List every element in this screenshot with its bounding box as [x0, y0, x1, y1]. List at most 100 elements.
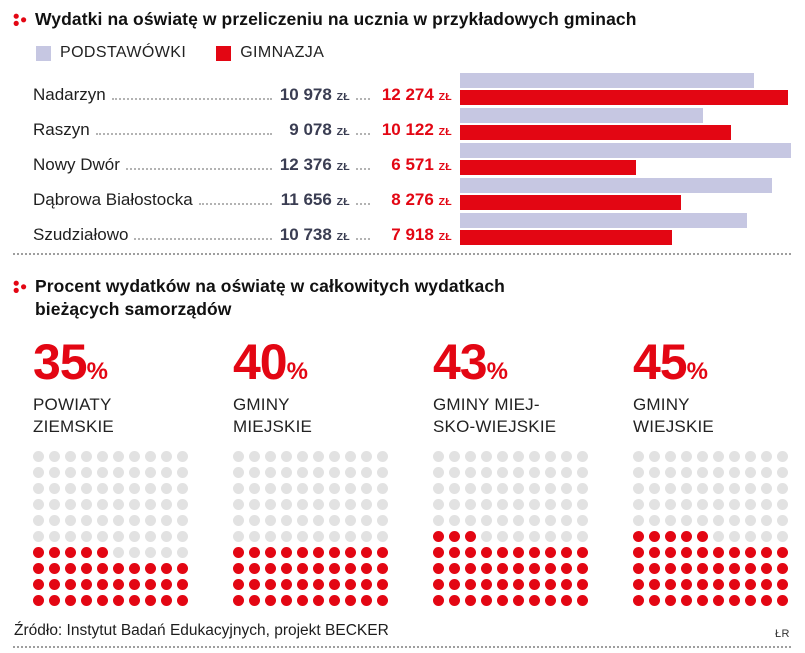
- filled-dot-icon: [249, 579, 260, 591]
- empty-dot-icon: [481, 451, 492, 463]
- filled-dot-icon: [545, 547, 556, 559]
- empty-dot-icon: [777, 483, 788, 495]
- filled-dot-icon: [529, 547, 540, 559]
- filled-dot-icon: [433, 563, 444, 575]
- filled-dot-icon: [713, 579, 724, 591]
- empty-dot-icon: [777, 499, 788, 511]
- empty-dot-icon: [513, 483, 524, 495]
- chart-row-labels: Szudziałowo 10 738 zł 7 918 zł: [33, 225, 452, 245]
- filled-dot-icon: [433, 547, 444, 559]
- chart-row-bars: [460, 213, 791, 245]
- podstawowki-bar: [460, 213, 748, 228]
- empty-dot-icon: [81, 467, 92, 479]
- legend-label: PODSTAWÓWKI: [60, 44, 187, 61]
- filled-dot-icon: [377, 579, 388, 591]
- filled-dot-icon: [345, 595, 356, 607]
- empty-dot-icon: [161, 451, 172, 463]
- empty-dot-icon: [561, 467, 572, 479]
- filled-dot-icon: [297, 595, 308, 607]
- source-note: Źródło: Instytut Badań Edukacyjnych, pro…: [14, 622, 389, 640]
- empty-dot-icon: [529, 467, 540, 479]
- empty-dot-icon: [465, 483, 476, 495]
- filled-dot-icon: [777, 547, 788, 559]
- filled-dot-icon: [161, 563, 172, 575]
- filled-dot-icon: [729, 579, 740, 591]
- filled-dot-icon: [233, 547, 244, 559]
- section1-header: Wydatki na oświatę w przeliczeniu na ucz…: [0, 8, 805, 33]
- empty-dot-icon: [129, 467, 140, 479]
- filled-dot-icon: [265, 547, 276, 559]
- empty-dot-icon: [465, 467, 476, 479]
- empty-dot-icon: [433, 467, 444, 479]
- empty-dot-icon: [145, 531, 156, 543]
- percent-value: 43%: [433, 334, 508, 391]
- filled-dot-icon: [497, 595, 508, 607]
- filled-dot-icon: [713, 595, 724, 607]
- empty-dot-icon: [161, 547, 172, 559]
- empty-dot-icon: [249, 451, 260, 463]
- empty-dot-icon: [745, 483, 756, 495]
- filled-dot-icon: [65, 579, 76, 591]
- empty-dot-icon: [145, 515, 156, 527]
- filled-dot-icon: [49, 547, 60, 559]
- filled-dot-icon: [465, 531, 476, 543]
- filled-dot-icon: [681, 547, 692, 559]
- filled-dot-icon: [65, 547, 76, 559]
- empty-dot-icon: [113, 531, 124, 543]
- bottom-divider: [13, 646, 791, 649]
- empty-dot-icon: [633, 483, 644, 495]
- empty-dot-icon: [177, 531, 188, 543]
- empty-dot-icon: [33, 499, 44, 511]
- empty-dot-icon: [265, 531, 276, 543]
- filled-dot-icon: [329, 595, 340, 607]
- filled-dot-icon: [497, 563, 508, 575]
- filled-dot-icon: [481, 563, 492, 575]
- filled-dot-icon: [681, 595, 692, 607]
- filled-dot-icon: [33, 563, 44, 575]
- empty-dot-icon: [161, 515, 172, 527]
- empty-dot-icon: [377, 451, 388, 463]
- filled-dot-icon: [697, 579, 708, 591]
- empty-dot-icon: [577, 467, 588, 479]
- empty-dot-icon: [377, 483, 388, 495]
- filled-dot-icon: [313, 563, 324, 575]
- section-divider: [13, 253, 791, 255]
- filled-dot-icon: [361, 595, 372, 607]
- leader-dots: [356, 203, 370, 205]
- filled-dot-icon: [577, 595, 588, 607]
- podstawowki-value: 11 656 zł: [280, 190, 350, 209]
- empty-dot-icon: [761, 499, 772, 511]
- empty-dot-icon: [577, 451, 588, 463]
- gimnazja-bar: [460, 160, 636, 175]
- gimnazja-value: 7 918 zł: [391, 225, 452, 244]
- empty-dot-icon: [313, 515, 324, 527]
- empty-dot-icon: [361, 515, 372, 527]
- filled-dot-icon: [513, 595, 524, 607]
- empty-dot-icon: [281, 499, 292, 511]
- empty-dot-icon: [545, 483, 556, 495]
- podstawowki-value: 10 738 zł: [279, 225, 350, 244]
- empty-dot-icon: [777, 451, 788, 463]
- empty-dot-icon: [577, 483, 588, 495]
- empty-dot-icon: [65, 467, 76, 479]
- empty-dot-icon: [577, 515, 588, 527]
- empty-dot-icon: [265, 499, 276, 511]
- empty-dot-icon: [665, 515, 676, 527]
- filled-dot-icon: [465, 547, 476, 559]
- empty-dot-icon: [729, 499, 740, 511]
- empty-dot-icon: [449, 515, 460, 527]
- empty-dot-icon: [329, 499, 340, 511]
- filled-dot-icon: [433, 531, 444, 543]
- filled-dot-icon: [97, 579, 108, 591]
- empty-dot-icon: [761, 467, 772, 479]
- legend: PODSTAWÓWKI GIMNAZJA: [36, 44, 805, 62]
- filled-dot-icon: [681, 579, 692, 591]
- leader-dots: [95, 133, 272, 135]
- empty-dot-icon: [761, 531, 772, 543]
- filled-dot-icon: [129, 563, 140, 575]
- empty-dot-icon: [145, 451, 156, 463]
- gimnazja-bar: [460, 230, 672, 245]
- filled-dot-icon: [497, 547, 508, 559]
- empty-dot-icon: [97, 467, 108, 479]
- empty-dot-icon: [529, 515, 540, 527]
